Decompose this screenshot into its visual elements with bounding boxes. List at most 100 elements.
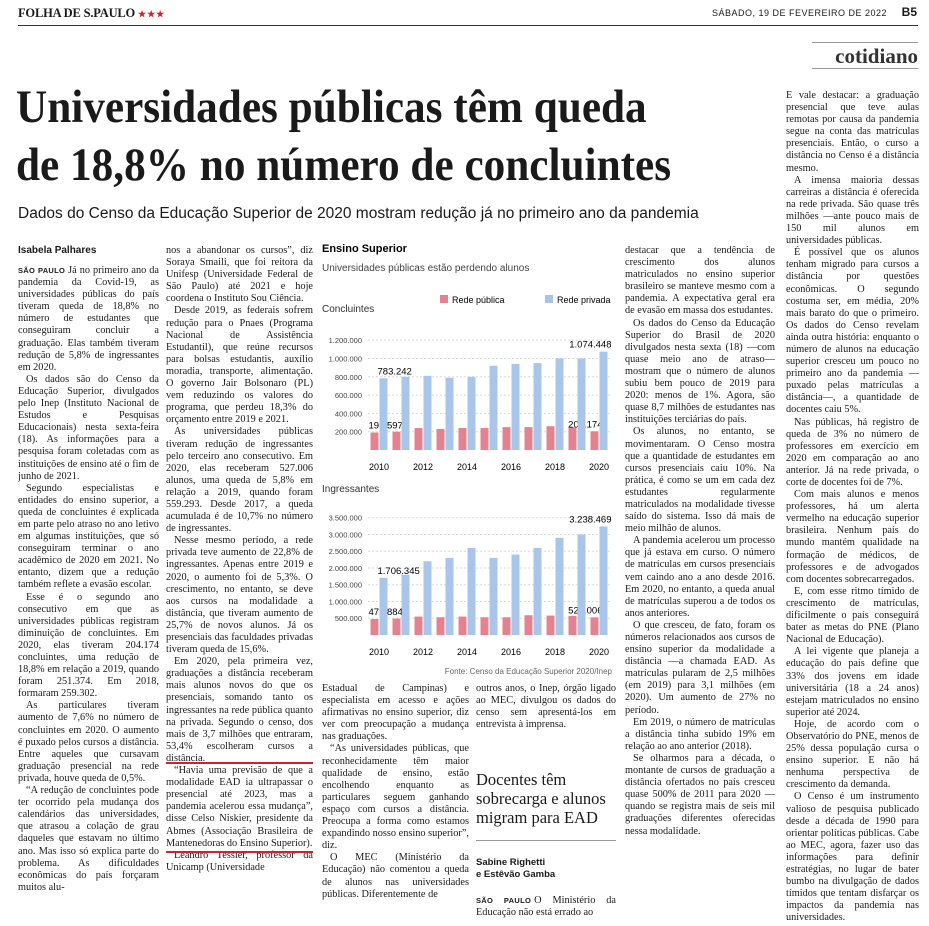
date: SÁBADO, 19 DE FEVEREIRO DE 2022 xyxy=(711,8,887,18)
bar xyxy=(546,426,555,450)
masthead: FOLHA DE S.PAULO ★★★ xyxy=(18,6,165,21)
paragraph: É possível que os alunos tenham migrado … xyxy=(786,247,919,416)
rule xyxy=(476,840,616,841)
value-label: 1.074.448 xyxy=(569,340,611,351)
bar xyxy=(467,376,476,450)
bar xyxy=(546,615,555,635)
y-tick-label: 800.000 xyxy=(335,373,362,382)
dateline: SÃO PAULO xyxy=(18,266,66,275)
legend-label: Rede privada xyxy=(557,295,611,305)
paragraph: O que cresceu, de fato, foram os números… xyxy=(625,619,775,716)
bar xyxy=(599,526,608,635)
bar xyxy=(533,363,542,450)
x-tick-label: 2010 xyxy=(369,647,389,657)
bar xyxy=(511,554,520,635)
bar xyxy=(502,617,511,635)
column: SÃO PAULO O Ministério da Educação não es… xyxy=(476,895,616,921)
bar xyxy=(568,427,577,450)
bar xyxy=(370,619,379,635)
bar xyxy=(511,363,520,450)
paragraph: A lei vigente que planeja a educação do … xyxy=(786,646,919,718)
bar xyxy=(577,358,586,450)
bar xyxy=(524,615,533,635)
paragraph: E vale destacar: a graduação presencial … xyxy=(786,90,919,174)
paragraph: outros anos, o Inep, órgão ligado ao MEC… xyxy=(476,683,616,731)
paragraph: SÃO PAULO Já no primeiro ano da pandemia … xyxy=(18,265,159,374)
paragraph: Segundo especialistas e entidades do ens… xyxy=(18,482,159,591)
headline: Universidades públicas têm queda de 18,8… xyxy=(16,78,786,194)
paragraph: Esse é o segundo ano consecutivo em que … xyxy=(18,591,159,700)
paragraph: E, com esse ritmo tímido de crescimento … xyxy=(786,585,919,646)
bar xyxy=(458,428,467,450)
bar xyxy=(370,432,379,450)
subtitle: Dados do Censo da Educação Superior de 2… xyxy=(18,205,699,222)
bar xyxy=(524,427,533,450)
bar xyxy=(436,617,445,635)
bar xyxy=(379,378,388,450)
y-tick-label: 600.000 xyxy=(335,391,362,400)
rule xyxy=(812,42,918,43)
column: destacar que a tendência de crescimento … xyxy=(625,245,775,921)
bar xyxy=(458,616,467,635)
paragraph: Hoje, de acordo com o Observatório do PN… xyxy=(786,718,919,791)
byline: Isabela Palhares xyxy=(18,245,97,256)
paper-name: FOLHA DE S.PAULO xyxy=(18,6,136,20)
bar xyxy=(489,365,498,450)
paragraph: SÃO PAULO O Ministério da Educação não es… xyxy=(476,895,616,919)
headline-line: de 18,8% no número de concluintes xyxy=(16,139,672,191)
source: Fonte: Censo da Educação Superior 2020/I… xyxy=(445,667,613,676)
paragraph: Os alunos, no entanto, se movimentaram. … xyxy=(625,426,775,535)
legend-swatch xyxy=(440,295,448,303)
bar xyxy=(599,351,608,450)
x-tick-label: 2018 xyxy=(545,647,565,657)
y-tick-label: 400.000 xyxy=(335,409,362,418)
sidebar-byline: Sabine Righetti e Estêvão Gamba xyxy=(476,857,555,881)
bar xyxy=(423,561,432,635)
bar xyxy=(590,431,599,450)
paragraph: O MEC (Ministério da Educação) não comen… xyxy=(322,852,469,900)
paragraph: Nesse mesmo período, a rede privada teve… xyxy=(166,535,313,656)
paragraph: A pandemia acelerou um processo que já e… xyxy=(625,535,775,619)
y-tick-label: 200.000 xyxy=(335,428,362,437)
column: Estadual de Campinas) e especialista em … xyxy=(322,683,469,921)
page-number: B5 xyxy=(901,5,917,19)
y-tick-label: 3.000.000 xyxy=(329,530,362,539)
y-tick-label: 3.500.000 xyxy=(329,514,362,523)
dateline: SÃO PAULO xyxy=(476,896,532,905)
bar xyxy=(568,615,577,635)
y-tick-label: 500.000 xyxy=(335,614,362,623)
bar xyxy=(590,617,599,635)
x-tick-label: 2012 xyxy=(413,462,433,472)
sidebar-headline: Docentes têm sobrecarga e alunos migram … xyxy=(476,770,606,827)
graphic-subtitle: Universidades públicas estão perdendo al… xyxy=(322,263,529,274)
y-tick-label: 2.000.000 xyxy=(329,564,362,573)
headline-line: Universidades públicas têm queda xyxy=(16,81,647,133)
bar xyxy=(555,358,564,450)
column: nos a abandonar os cursos”, diz Soraya S… xyxy=(166,245,313,921)
paragraph: Com mais alunos e menos professores, há … xyxy=(786,489,919,585)
paragraph: Desde 2019, as federais sofrem redução p… xyxy=(166,305,313,426)
value-label: 1.706.345 xyxy=(378,566,420,577)
paragraph: Estadual de Campinas) e especialista em … xyxy=(322,683,469,743)
bar xyxy=(502,427,511,450)
lead: O Ministério da Educação não está errado… xyxy=(476,895,616,919)
value-label: 3.238.469 xyxy=(569,514,611,525)
bar xyxy=(379,577,388,635)
column: SÃO PAULO Já no primeiro ano da pandemia … xyxy=(18,265,159,921)
paragraph: destacar que a tendência de crescimento … xyxy=(625,245,775,317)
stars: ★★★ xyxy=(138,9,166,19)
bar xyxy=(392,618,401,635)
x-tick-label: 2020 xyxy=(589,647,609,657)
bar xyxy=(401,376,410,450)
paragraph: A imensa maioria dessas carreiras a dist… xyxy=(786,174,919,247)
x-tick-label: 2018 xyxy=(545,462,565,472)
graphic: Ensino Superior Universidades públicas e… xyxy=(322,243,613,676)
y-tick-label: 1.000.000 xyxy=(329,354,362,363)
x-tick-label: 2010 xyxy=(369,462,389,472)
author: e Estêvão Gamba xyxy=(476,869,556,880)
chart-title: Concluintes xyxy=(322,304,374,315)
column: E vale destacar: a graduação presencial … xyxy=(786,90,919,921)
section: cotidiano xyxy=(835,44,918,68)
y-tick-label: 1.000.000 xyxy=(329,597,362,606)
